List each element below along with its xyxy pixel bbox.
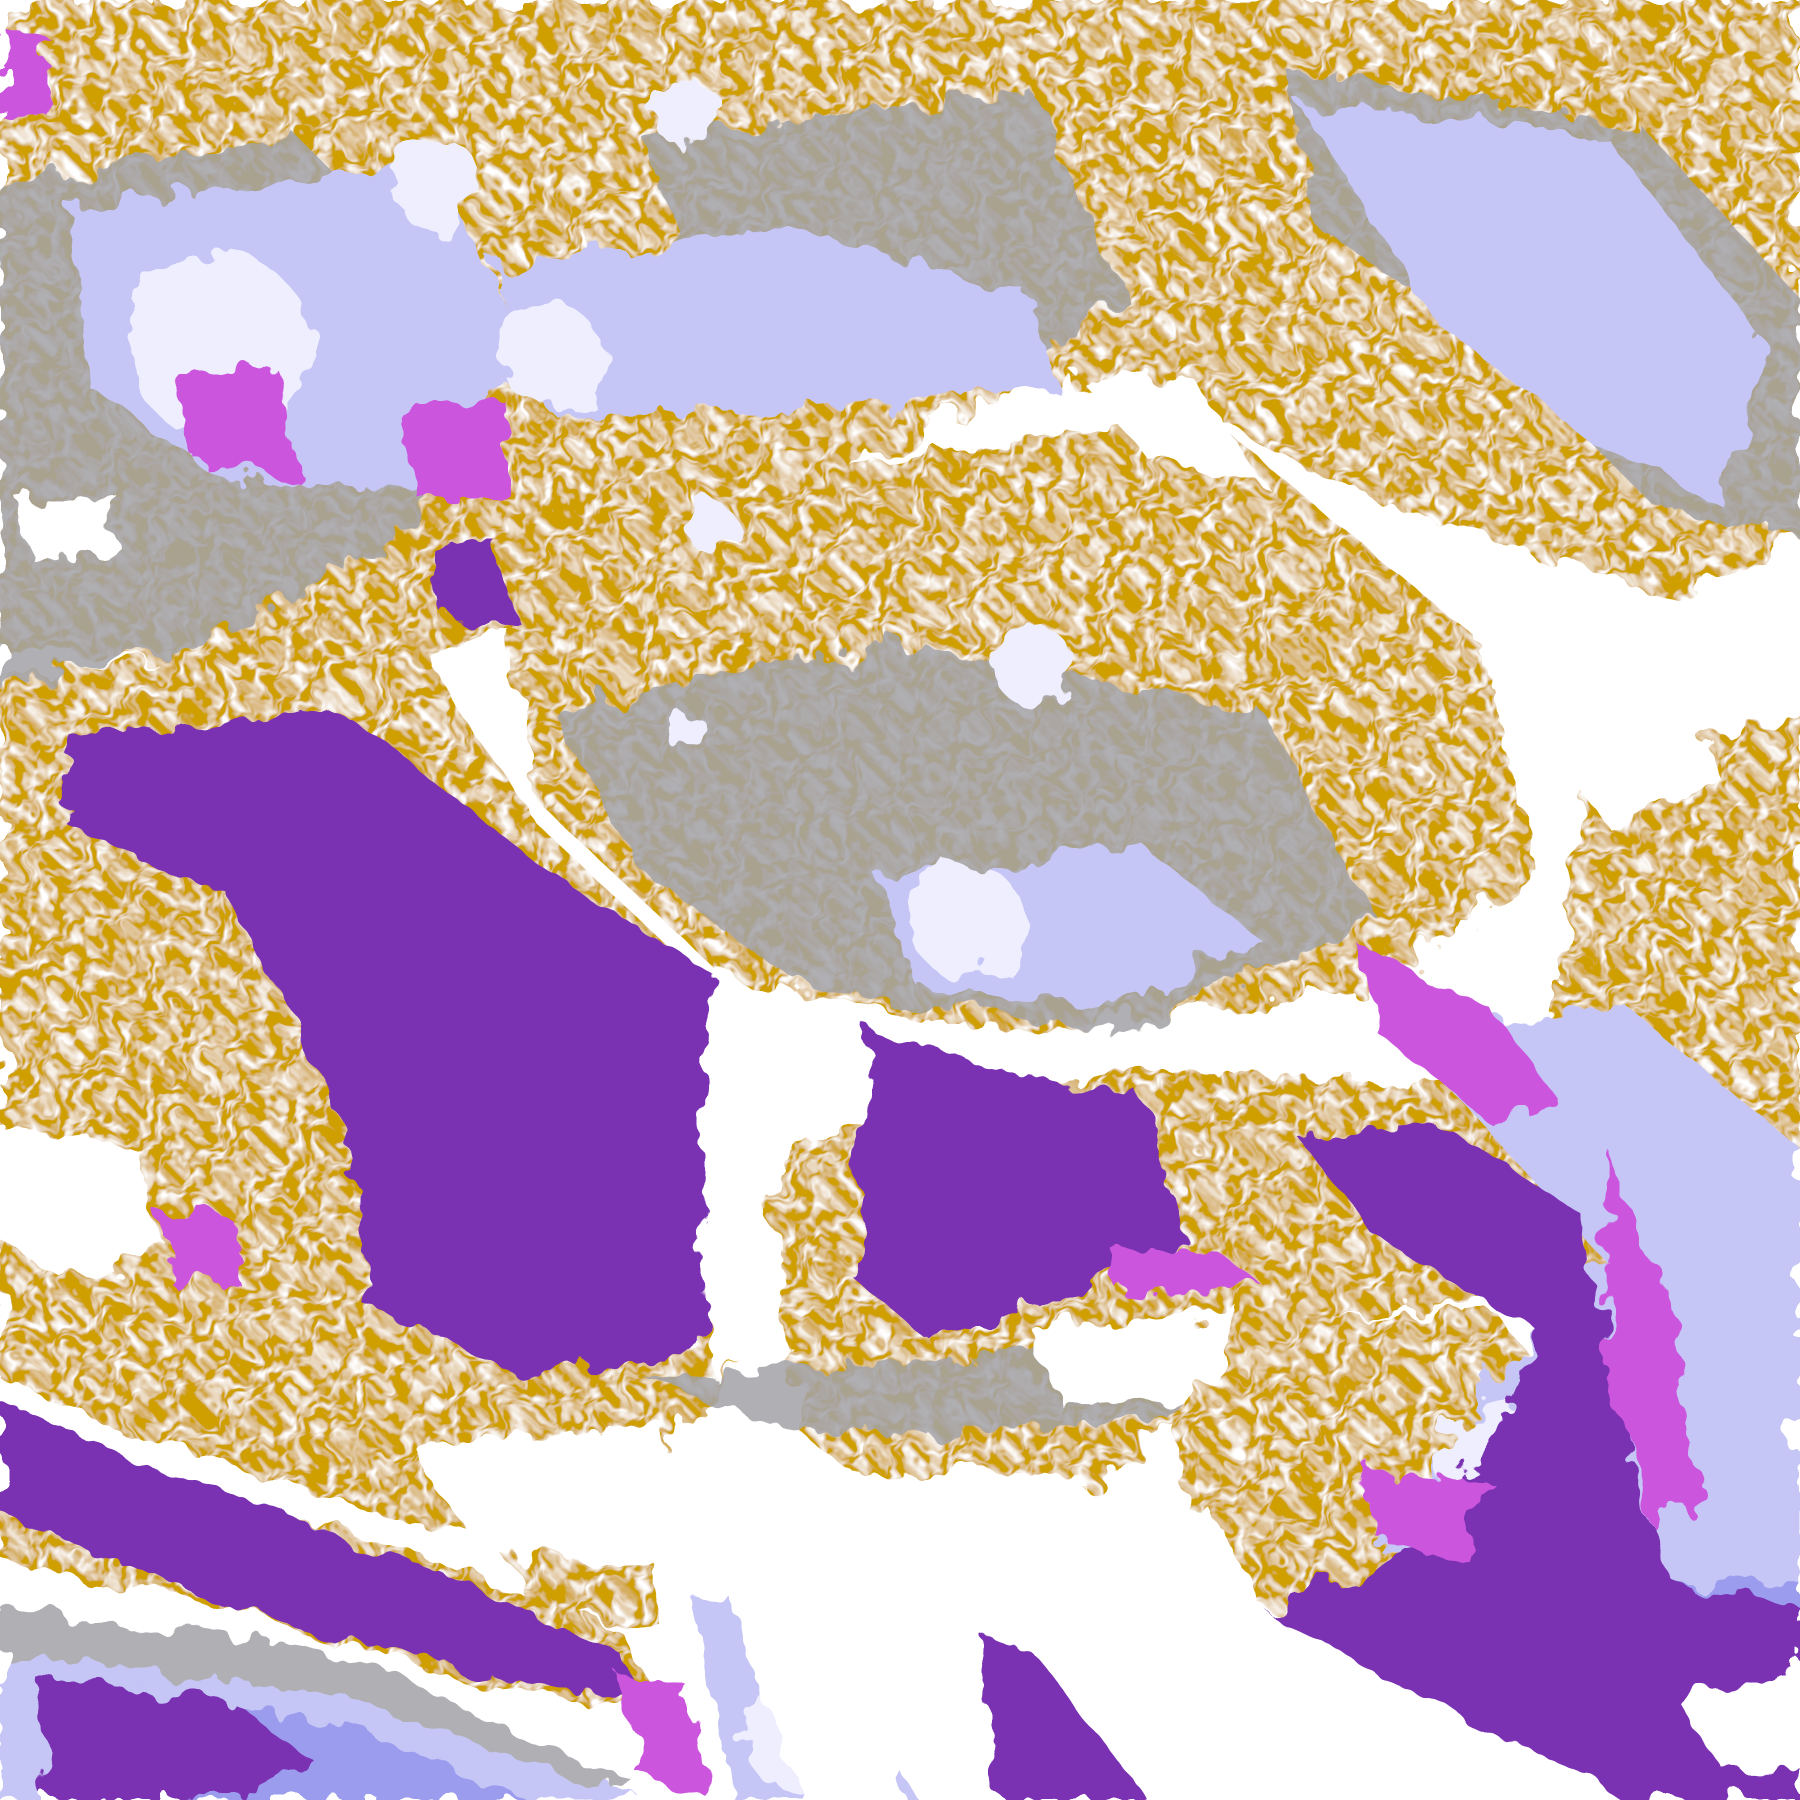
purple-cloud-layer: [0, 539, 1800, 1800]
clear-sky-areas: [0, 378, 1800, 1800]
magenta-cloud-layer: [0, 22, 1699, 1791]
